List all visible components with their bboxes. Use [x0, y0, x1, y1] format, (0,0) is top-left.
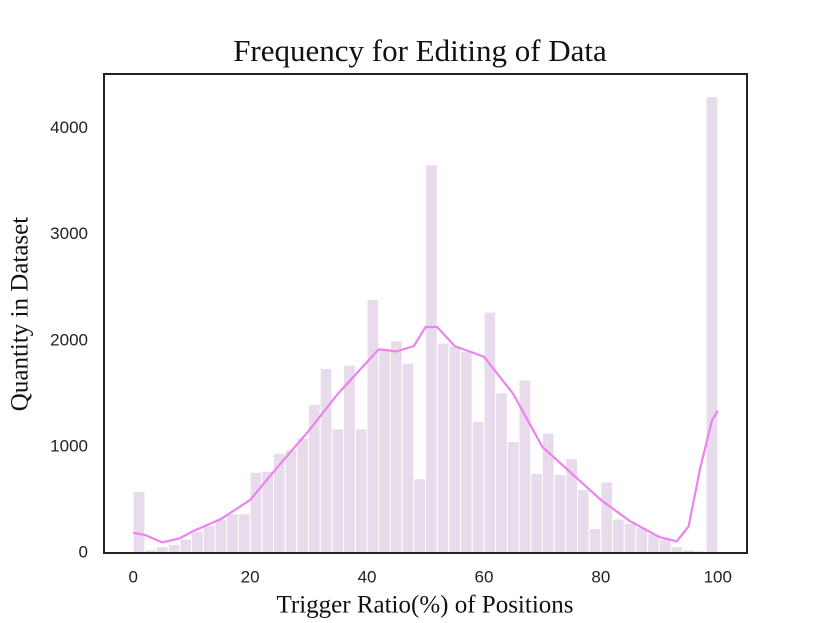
bar: [202, 524, 216, 554]
bar: [705, 96, 719, 554]
bar: [354, 428, 368, 554]
bar: [658, 538, 672, 554]
bar: [284, 449, 298, 554]
bar: [413, 478, 426, 554]
bar: [191, 531, 204, 554]
plot-frame: [103, 73, 748, 554]
bar: [576, 488, 590, 554]
x-tick-label: 0: [128, 567, 137, 586]
bar: [343, 364, 356, 554]
y-tick-label: 3000: [50, 224, 88, 243]
y-tick-label: 0: [79, 542, 88, 561]
bar: [132, 490, 146, 554]
bar: [319, 367, 333, 554]
y-tick-label: 2000: [50, 330, 88, 349]
x-tick-label: 100: [704, 567, 732, 586]
bar: [471, 420, 485, 554]
bar: [237, 513, 251, 554]
bar: [588, 528, 602, 554]
x-axis-label: Trigger Ratio(%) of Positions: [277, 592, 574, 619]
bar: [167, 544, 181, 554]
bar: [308, 403, 321, 554]
bar: [448, 345, 462, 554]
bar: [600, 481, 614, 554]
x-tick-label: 40: [358, 567, 377, 586]
y-tick-label: 1000: [50, 436, 88, 455]
bar: [623, 522, 637, 554]
bar: [366, 298, 380, 554]
bar: [226, 513, 239, 554]
bar: [635, 527, 649, 554]
bar: [506, 441, 520, 554]
bar: [179, 538, 193, 554]
bar: [425, 164, 438, 554]
y-axis-label: Quantity in Dataset: [7, 217, 34, 411]
bar: [460, 350, 473, 554]
x-tick-label: 80: [591, 567, 610, 586]
kde-line: [133, 325, 719, 544]
bar: [331, 428, 345, 554]
bar: [483, 311, 497, 554]
bar: [296, 437, 310, 554]
bar: [436, 342, 450, 554]
bar: [612, 518, 625, 554]
bar: [214, 518, 228, 554]
x-tick-label: 60: [474, 567, 493, 586]
bar: [249, 471, 263, 554]
bar: [553, 473, 567, 554]
y-tick-label: 4000: [50, 118, 88, 137]
bar: [530, 472, 543, 554]
bar: [495, 392, 508, 554]
x-tick-label: 20: [241, 567, 260, 586]
chart-title: Frequency for Editing of Data: [233, 33, 607, 68]
bar: [389, 340, 403, 554]
bar: [401, 362, 415, 554]
bar: [378, 347, 391, 554]
